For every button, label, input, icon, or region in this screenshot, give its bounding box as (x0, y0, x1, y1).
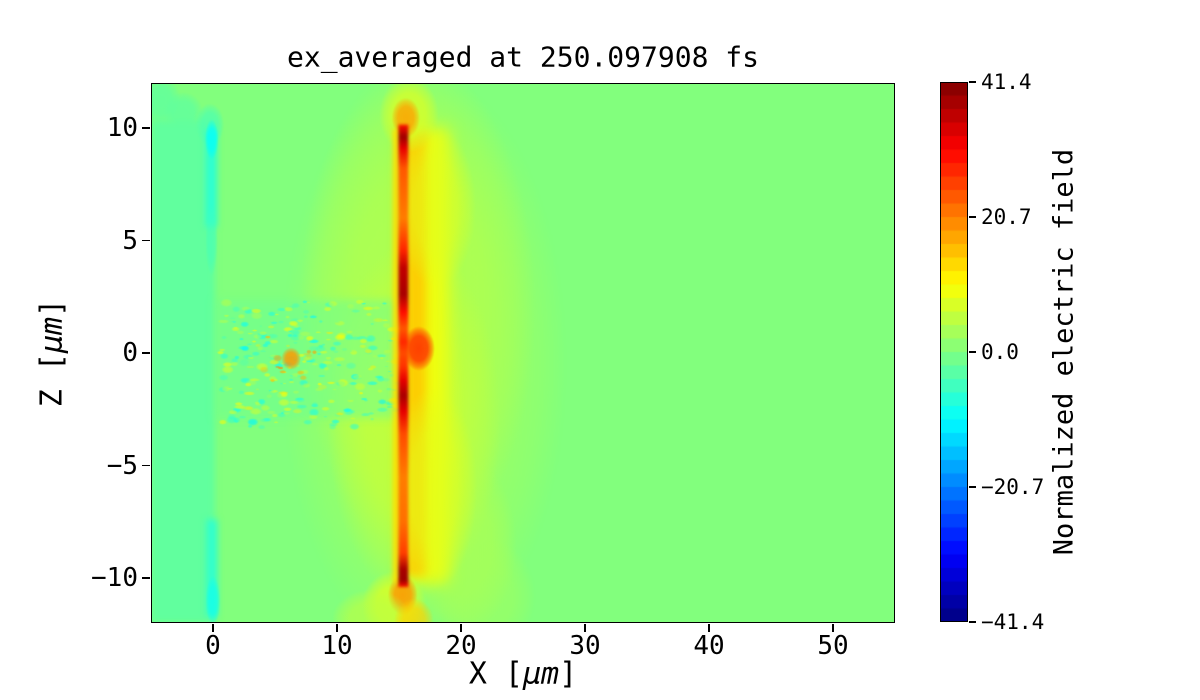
colorbar-label: Normalized electric field (1048, 148, 1080, 556)
y-tick-mark (142, 577, 150, 579)
colorbar-tick-label: −20.7 (981, 475, 1045, 499)
y-tick-mark (142, 352, 150, 354)
colorbar-tick-mark (969, 81, 976, 83)
x-tick-label: 50 (817, 631, 849, 661)
x-axis-label: X [μm] (469, 657, 577, 692)
y-tick-label: −5 (106, 450, 138, 481)
x-axis-label-pre: X [ (468, 656, 523, 692)
colorbar-tick-mark (969, 216, 976, 218)
x-tick-label: 0 (205, 631, 221, 661)
x-tick-label: 20 (445, 631, 477, 661)
y-tick-label: −10 (91, 563, 138, 593)
colorbar-tick-label: 0.0 (981, 340, 1019, 364)
y-axis-label-post: ] (34, 298, 70, 317)
field-heatmap-canvas (151, 83, 895, 623)
y-tick-label: 5 (122, 225, 138, 256)
colorbar-tick-label: 41.4 (981, 70, 1032, 94)
x-tick-mark (212, 624, 214, 632)
colorbar-tick-label: −41.4 (981, 610, 1045, 634)
colorbar-canvas (940, 82, 968, 622)
plot-title: ex_averaged at 250.097908 fs (286, 40, 760, 74)
x-tick-mark (460, 624, 462, 632)
x-tick-mark (708, 624, 710, 632)
x-tick-mark (832, 624, 834, 632)
y-tick-mark (142, 239, 150, 242)
y-tick-mark (142, 464, 150, 467)
x-tick-label: 10 (321, 631, 353, 661)
x-tick-label: 40 (693, 631, 725, 661)
x-tick-mark (584, 624, 586, 632)
colorbar-tick-label: 20.7 (981, 205, 1032, 229)
colorbar-tick-mark (969, 351, 976, 353)
colorbar-tick-mark (969, 486, 976, 488)
x-tick-mark (336, 624, 338, 632)
y-tick-mark (142, 127, 150, 129)
x-axis-label-post: ] (559, 656, 578, 692)
y-tick-label: 10 (106, 113, 138, 143)
colorbar-tick-mark (969, 621, 976, 623)
x-tick-label: 30 (569, 631, 601, 661)
x-axis-unit: μm (523, 656, 560, 692)
y-tick-label: 0 (122, 338, 138, 368)
